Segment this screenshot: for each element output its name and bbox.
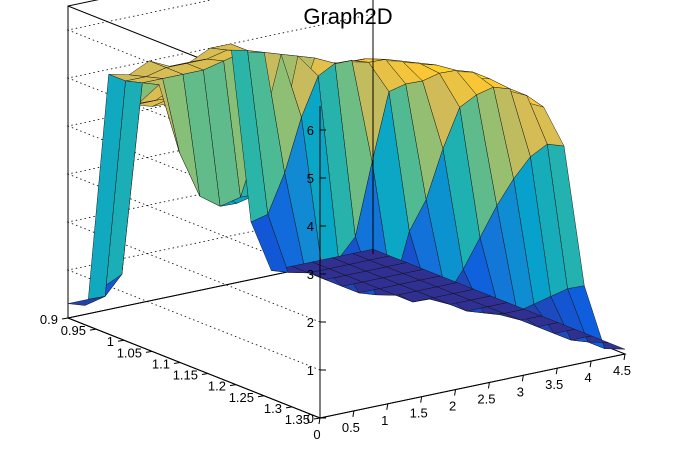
z-grid-line-1 bbox=[66, 205, 374, 371]
x-tick-mark-3 bbox=[420, 396, 423, 403]
axis-ticks: 0 0.5 1 1.5 2 2.5 3 3.5 4 4.50.90.9511.051.11.151… bbox=[40, 123, 631, 442]
z-tick-label-3: 3 bbox=[307, 267, 314, 282]
surface-cell-0-0 bbox=[67, 296, 106, 306]
y-tick-mark-3 bbox=[145, 350, 153, 353]
y-tick-label-9: 1.35 bbox=[285, 412, 310, 427]
y-tick-mark-6 bbox=[229, 384, 237, 387]
x-tick-label-7: 3.5 bbox=[545, 377, 563, 392]
front-frame bbox=[319, 0, 626, 419]
y-tick-mark-4 bbox=[173, 361, 181, 364]
y-tick-label-7: 1.25 bbox=[229, 390, 254, 405]
y-tick-label-2: 1 bbox=[107, 334, 114, 349]
x-tick-label-6: 3 bbox=[517, 384, 524, 399]
x-tick-mark-8 bbox=[589, 361, 592, 368]
x-tick-label-8: 4 bbox=[584, 370, 591, 385]
chart-title: Graph2D bbox=[303, 4, 392, 29]
y-tick-mark-7 bbox=[257, 395, 265, 398]
z-tick-label-5: 5 bbox=[307, 171, 314, 186]
x-tick-mark-5 bbox=[487, 382, 490, 389]
surface-mesh bbox=[67, 43, 626, 350]
y-tick-label-0: 0.9 bbox=[40, 312, 58, 327]
x-tick-mark-2 bbox=[386, 403, 389, 410]
y-tick-label-1: 0.95 bbox=[61, 323, 86, 338]
z-tick-label-1: 1 bbox=[307, 363, 314, 378]
x-tick-label-2: 1 bbox=[381, 413, 388, 428]
x-tick-mark-4 bbox=[454, 389, 457, 396]
y-tick-label-5: 1.15 bbox=[173, 368, 198, 383]
frame-edge-front bbox=[319, 353, 626, 419]
y-tick-label-8: 1.3 bbox=[264, 401, 282, 416]
y-tick-label-6: 1.2 bbox=[208, 379, 226, 394]
x-tick-label-5: 2.5 bbox=[477, 391, 495, 406]
y-tick-mark-2 bbox=[117, 339, 125, 342]
x-tick-mark-6 bbox=[521, 375, 524, 382]
x-tick-mark-1 bbox=[352, 410, 355, 417]
y-tick-mark-8 bbox=[285, 406, 293, 409]
y-tick-mark-5 bbox=[201, 373, 209, 376]
x-tick-label-1: 0.5 bbox=[342, 420, 360, 435]
y-tick-mark-0 bbox=[61, 317, 69, 320]
z-grid-line-3 bbox=[66, 109, 374, 275]
x-tick-label-0: 0 bbox=[313, 427, 320, 442]
y-tick-mark-1 bbox=[89, 328, 97, 331]
z-tick-label-4: 4 bbox=[307, 219, 314, 234]
x-tick-mark-9 bbox=[623, 353, 626, 361]
z-tick-label-6: 6 bbox=[307, 123, 314, 138]
z-tick-label-2: 2 bbox=[307, 315, 314, 330]
x-tick-label-9: 4.5 bbox=[613, 363, 631, 378]
x-tick-label-4: 2 bbox=[449, 399, 456, 414]
x-tick-mark-7 bbox=[555, 368, 558, 375]
x-tick-mark-0 bbox=[318, 417, 321, 425]
z-tick-label-0: 0 bbox=[307, 411, 314, 426]
y-tick-label-3: 1.05 bbox=[117, 345, 142, 360]
x-tick-label-3: 1.5 bbox=[410, 406, 428, 421]
z-grid-line-2 bbox=[66, 157, 374, 323]
y-tick-label-4: 1.1 bbox=[152, 356, 170, 371]
y-tick-mark-9 bbox=[313, 417, 321, 420]
